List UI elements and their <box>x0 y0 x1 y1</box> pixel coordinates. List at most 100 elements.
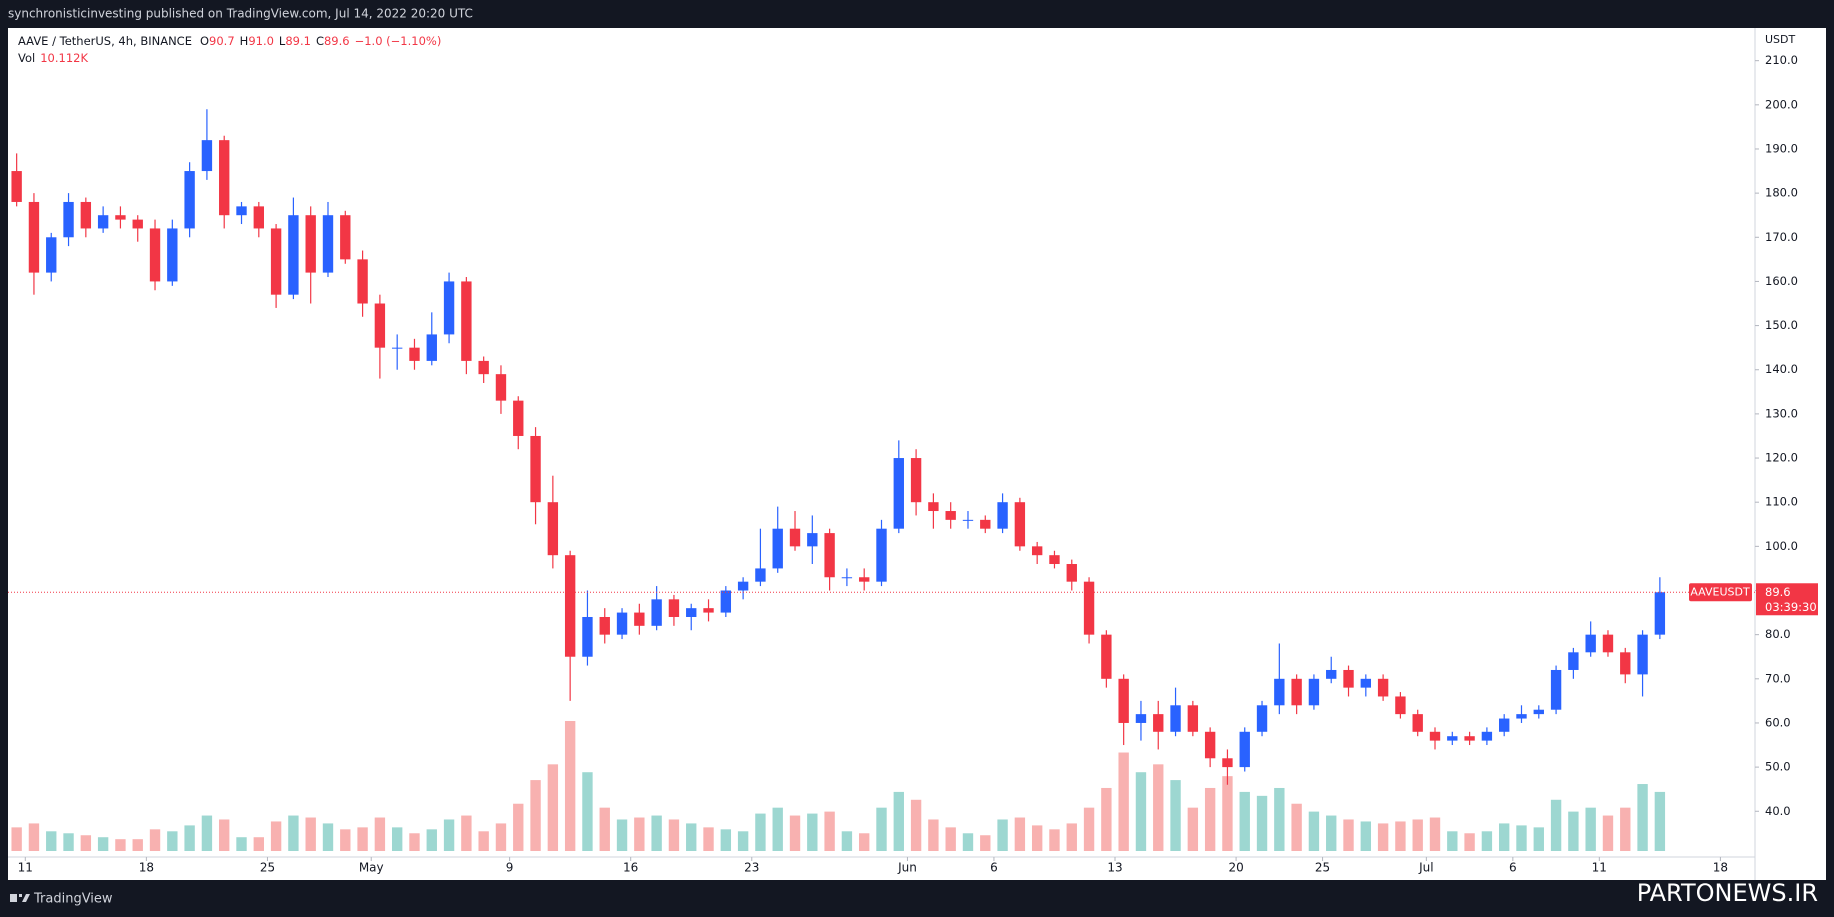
volume-bar <box>322 823 334 851</box>
candle-body <box>980 519 991 529</box>
volume-bar <box>1412 819 1423 851</box>
volume-bar <box>1291 803 1302 851</box>
x-tick-label: 6 <box>1509 861 1517 875</box>
candle-body <box>703 608 714 613</box>
chart-panel <box>8 28 1826 880</box>
x-tick-label: 25 <box>1315 861 1330 875</box>
candle-body <box>530 435 541 503</box>
candle-body <box>201 140 213 172</box>
volume-bar <box>876 807 887 851</box>
volume-bar <box>1429 817 1441 851</box>
candle-body <box>1516 714 1527 719</box>
footer-logo <box>10 894 30 902</box>
x-tick-label: 11 <box>18 861 33 875</box>
ohlc-key: O <box>200 34 209 48</box>
volume-bar <box>651 815 662 851</box>
volume-bar <box>1464 833 1475 851</box>
ohlc-value: 89.6 <box>324 34 350 48</box>
candle-body <box>720 590 732 613</box>
candle-body <box>63 201 74 238</box>
candle-body <box>1343 669 1354 688</box>
y-tick-label: 80.0 <box>1765 627 1791 641</box>
volume-bar <box>755 813 766 851</box>
candle-body <box>1326 669 1337 679</box>
x-tick-label: 25 <box>260 861 275 875</box>
candle-body <box>28 201 40 273</box>
volume-bar <box>63 833 74 851</box>
volume-bar <box>1187 807 1199 851</box>
candle-body <box>1101 634 1112 679</box>
candle-body <box>1187 705 1199 732</box>
volume-bar <box>841 831 853 851</box>
y-tick-label: 110.0 <box>1765 495 1798 509</box>
volume-bar <box>789 815 801 851</box>
volume-bar <box>219 819 230 851</box>
y-tick-label: 180.0 <box>1765 186 1798 200</box>
footer: TradingView <box>33 892 113 907</box>
candle-body <box>1204 731 1216 759</box>
y-tick-label: 40.0 <box>1765 804 1791 818</box>
candle-body <box>807 533 818 547</box>
y-tick-label: 170.0 <box>1765 230 1798 244</box>
candle-body <box>651 599 662 626</box>
volume-bar <box>1066 823 1077 851</box>
y-tick-label: 210.0 <box>1765 53 1798 67</box>
candle-body <box>409 347 420 361</box>
symbol-label: AAVEUSDT <box>1690 585 1750 598</box>
volume-bar <box>513 803 524 851</box>
candle-body <box>755 568 766 582</box>
volume-bar <box>1377 823 1389 851</box>
y-tick-label: 190.0 <box>1765 141 1798 155</box>
volume-bar <box>1395 821 1406 851</box>
candle-body <box>1481 731 1493 741</box>
candle-body <box>1429 731 1441 741</box>
candle-body <box>495 374 507 401</box>
header: synchronisticinvesting published on Trad… <box>8 7 473 21</box>
candle-body <box>824 533 835 578</box>
volume-bar <box>1533 827 1544 851</box>
candle-body <box>1620 652 1631 675</box>
candle-body <box>184 171 195 229</box>
y-unit: USDT <box>1765 33 1796 46</box>
candle-body <box>876 528 887 582</box>
volume-bar <box>132 839 143 851</box>
ohlc-value: 91.0 <box>248 34 274 48</box>
volume-bar <box>1326 815 1337 851</box>
candle-body <box>997 502 1008 529</box>
ohlc-value: 90.7 <box>209 34 235 48</box>
volume-bar <box>184 825 195 851</box>
vol-key: Vol <box>18 51 35 65</box>
candle-body <box>1447 736 1458 741</box>
volume-bar <box>46 831 57 851</box>
volume-bar <box>357 827 368 851</box>
volume-bar <box>1118 752 1129 851</box>
volume-bar <box>1239 791 1250 851</box>
candle-body <box>1256 705 1268 732</box>
volume-bar <box>893 791 904 851</box>
candle-body <box>1291 678 1302 706</box>
volume-bar <box>1083 807 1095 851</box>
candle-body <box>772 528 783 569</box>
volume-bar <box>1516 825 1527 851</box>
volume-bar <box>703 827 714 851</box>
candle-body <box>426 334 437 361</box>
ohlc-key: H <box>240 34 249 48</box>
volume-bar <box>443 819 455 851</box>
candle-body <box>737 581 749 591</box>
price-label: 89.6 <box>1765 585 1791 599</box>
volume-bar <box>1550 799 1562 851</box>
candle-body <box>461 281 472 361</box>
y-tick-label: 100.0 <box>1765 539 1798 553</box>
volume-bar <box>28 823 40 851</box>
candle-body <box>945 511 956 520</box>
candle-body <box>1654 592 1666 635</box>
symbol-label-box <box>1689 583 1752 602</box>
volume-bar <box>980 835 991 851</box>
candle-body <box>1550 669 1562 710</box>
y-tick-label: 140.0 <box>1765 362 1798 376</box>
candle-body <box>910 458 922 503</box>
volume-bar <box>1620 807 1631 851</box>
candle-body <box>1274 678 1285 706</box>
candle-body <box>219 140 230 216</box>
volume-bar <box>270 821 282 851</box>
